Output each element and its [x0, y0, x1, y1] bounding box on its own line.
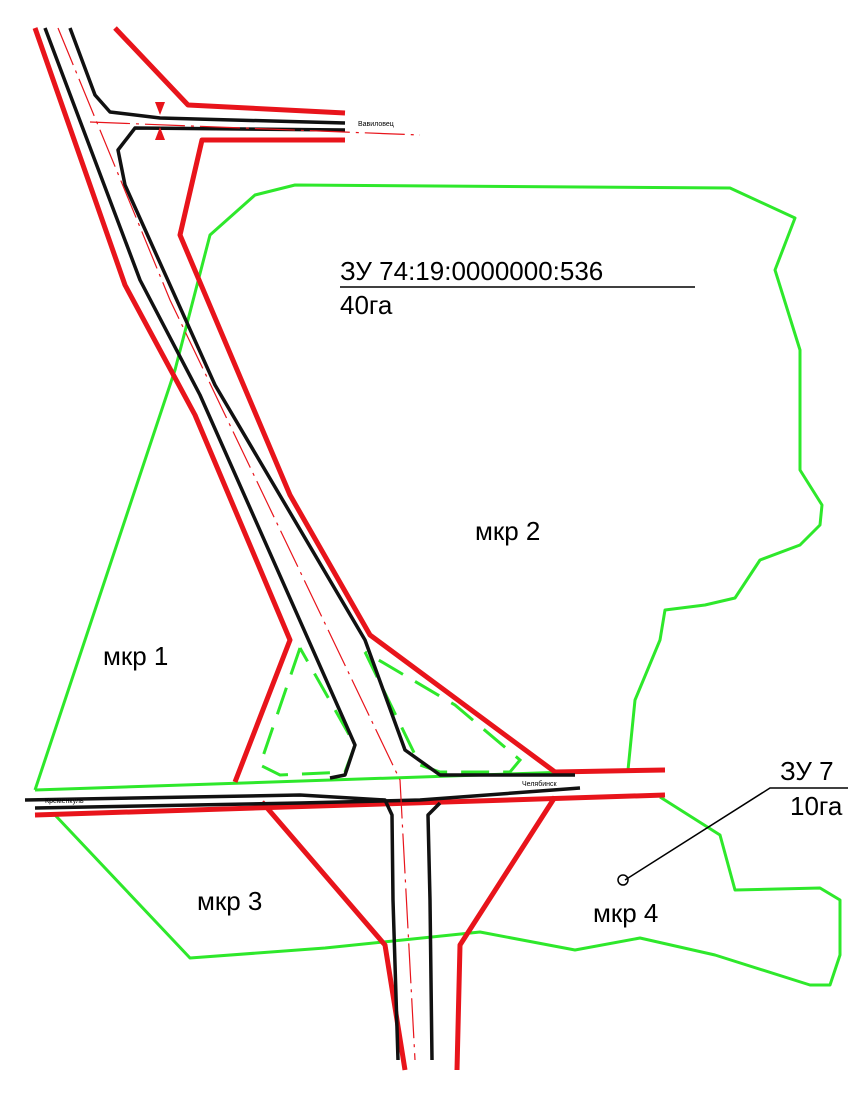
green-zone: [365, 652, 520, 772]
leader-point: [618, 875, 628, 885]
road-label: Вавиловец: [358, 121, 394, 128]
red-line: [180, 140, 665, 772]
district-label: мкр 2: [475, 516, 540, 546]
red-line: [115, 28, 345, 113]
parcel-id: ЗУ 7: [780, 756, 834, 786]
road-edge: [428, 803, 440, 1060]
marker: [155, 102, 165, 115]
parcel-area: 10га: [790, 791, 843, 821]
district-label: мкр 1: [103, 641, 168, 671]
site-plan: ЗУ 74:19:0000000:536 40га ЗУ 7 10га мкр …: [0, 0, 848, 1100]
parcel-boundary: [55, 797, 840, 985]
road-label: Кременкуль: [45, 798, 84, 805]
road-label: Челябинск: [522, 780, 557, 788]
parcel-id: ЗУ 74:19:0000000:536: [340, 256, 603, 286]
district-label: мкр 4: [593, 898, 658, 928]
road-edge: [25, 795, 398, 1060]
district-label: мкр 3: [197, 886, 262, 916]
road-edge: [118, 128, 575, 775]
red-line: [262, 802, 405, 1070]
parcel-area: 40га: [340, 290, 393, 320]
